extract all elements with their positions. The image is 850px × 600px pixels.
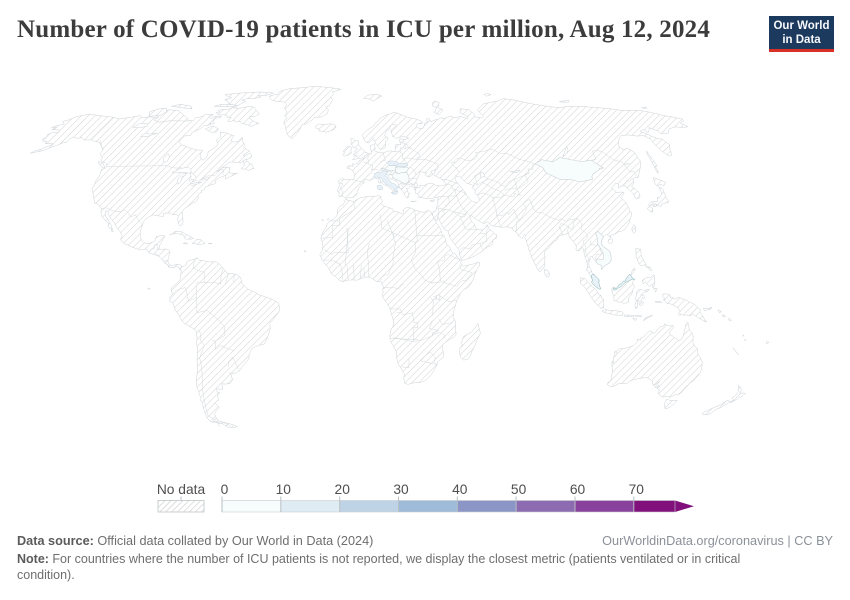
svg-text:10: 10 [276,482,292,497]
svg-text:50: 50 [511,482,527,497]
svg-text:No data: No data [157,482,206,497]
svg-text:70: 70 [629,482,645,497]
svg-text:20: 20 [335,482,351,497]
svg-text:30: 30 [393,482,409,497]
svg-text:0: 0 [221,482,229,497]
svg-text:60: 60 [570,482,586,497]
svg-text:40: 40 [452,482,468,497]
